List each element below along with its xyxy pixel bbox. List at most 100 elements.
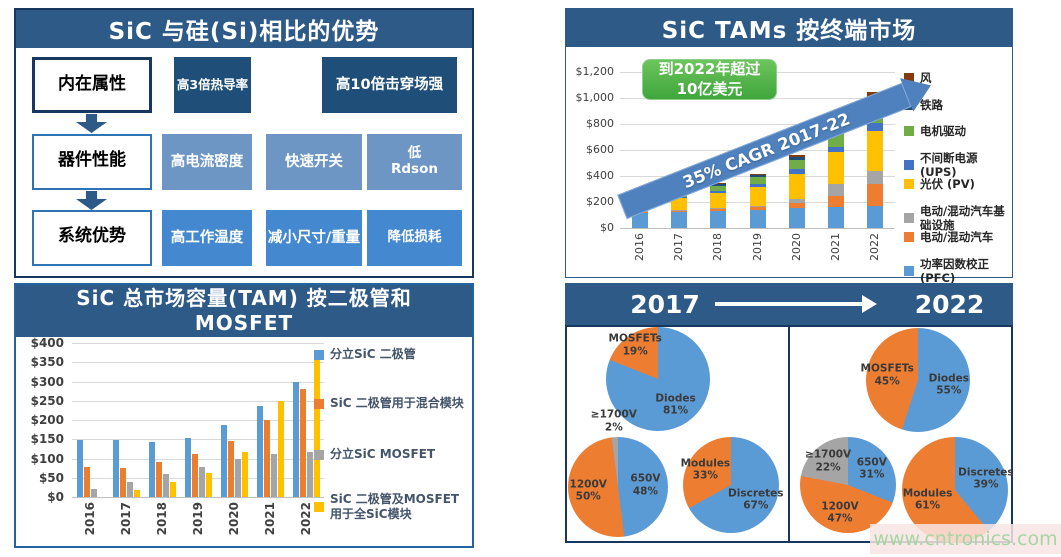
legend-item: 风 (904, 71, 932, 85)
x-tick-label: 2019 (191, 502, 205, 536)
y-tick-label: $100 (30, 451, 64, 466)
legend-item: SiC 二极管用于混合模块 (314, 396, 464, 411)
bar-segment (828, 146, 845, 152)
gridline (72, 439, 324, 441)
bar-segment (749, 177, 766, 184)
y-tick-label: $300 (30, 374, 64, 389)
legend-swatch (314, 449, 324, 460)
legend-item: SiC 二极管及MOSFET 用于全SiC模块 (314, 492, 459, 522)
bar (76, 440, 83, 497)
right-arrow-icon (715, 294, 877, 313)
advantage-box: 高3倍热导率 (174, 57, 251, 113)
panel-tam-end-market: SiC TAMs 按终端市场 到2022年超过 10亿美元 35% CAGR 2… (565, 8, 1013, 285)
bar-segment (828, 184, 845, 196)
legend-swatch (904, 73, 914, 84)
bar (126, 482, 133, 497)
pie-2017-device-type: Diodes 81% MOSFETs 19% (606, 327, 710, 431)
bar (198, 466, 205, 497)
advantage-box: 降低损耗 (367, 210, 462, 266)
x-tick-label: 2016 (632, 233, 646, 261)
bar (292, 381, 299, 497)
panel-sic-advantages: SiC 与硅(Si)相比的优势 内在属性 器件性能 系统优势 高3倍热导率 高1… (14, 8, 474, 278)
panel-tam-device: SiC 总市场容量(TAM) 按二极管和 MOSFET $0 $50 $100 $15… (14, 283, 474, 548)
pie-slice-label: Modules 61% (902, 487, 953, 512)
end-market-title: SiC TAMs 按终端市场 (566, 9, 1012, 47)
gridline (72, 400, 324, 402)
bar-segment (867, 171, 884, 185)
bar-segment (867, 184, 884, 206)
advantages-title: SiC 与硅(Si)相比的优势 (16, 10, 472, 48)
gridline (72, 477, 324, 479)
legend-label: 分立SiC MOSFET (330, 447, 436, 461)
pie-slice-label: MOSFETs 19% (608, 332, 662, 358)
bar-segment (710, 191, 727, 194)
legend-label: 不间断电源 (UPS) (920, 150, 978, 179)
legend-swatch (904, 212, 914, 223)
y-tick-label: $200 (586, 195, 614, 208)
bar-segment (867, 123, 884, 132)
pie-header-bar: 2017 2022 (565, 283, 1013, 325)
bar-segment (710, 185, 727, 192)
bar (263, 420, 270, 497)
bar-segment (828, 195, 845, 208)
legend-item: 电动/混动汽车 (904, 230, 993, 244)
bar-segment (710, 209, 727, 211)
pie-slice-label: ≥1700V 22% (805, 448, 852, 473)
bar (148, 441, 155, 497)
legend-swatch (314, 349, 324, 360)
bar-segment (828, 207, 845, 228)
legend-swatch (904, 159, 914, 170)
legend-label: 功率因数校正 (PFC) (920, 256, 989, 285)
panel-pie-comparison: 2017 2022 Diodes 81% MOSFETs 19% Diodes 55… (565, 283, 1014, 543)
chart-plot (72, 343, 324, 498)
x-tick-label: 2020 (227, 502, 241, 536)
x-tick-label: 2017 (671, 233, 685, 261)
bar-segment (788, 199, 805, 203)
bar-segment (788, 155, 805, 157)
y-tick-label: $350 (30, 355, 64, 370)
bar (191, 453, 198, 497)
bar-segment (670, 212, 687, 228)
year-left: 2017 (630, 289, 700, 319)
legend-item: 分立SiC 二极管 (314, 347, 416, 362)
bar (184, 438, 191, 497)
advantage-box: 低 Rdson (367, 134, 462, 190)
gridline (72, 420, 324, 421)
bar-segment (670, 210, 687, 211)
legend-swatch (314, 398, 324, 409)
legend-item: 电机驱动 (904, 124, 966, 138)
bar (169, 482, 176, 497)
bar-segment (788, 159, 805, 170)
y-tick-label: $800 (586, 117, 614, 130)
legend-item: 不间断电源 (UPS) (904, 151, 1012, 180)
legend-item: 电动/混动汽车基础设施 (904, 204, 1012, 233)
legend-swatch (904, 126, 914, 137)
pie-slice-label: Diodes 55% (928, 372, 970, 397)
bar (306, 451, 313, 497)
bar (277, 400, 284, 497)
x-tick-label: 2020 (789, 233, 803, 261)
gridline (72, 362, 324, 364)
legend-label: 风 (920, 71, 932, 85)
x-tick-label: 2017 (119, 502, 133, 536)
device-chart: $0 $50 $100 $150 $200 $250 $300 $350 $400 2016 201… (16, 336, 472, 546)
pie-slice-label: MOSFETs 45% (860, 362, 914, 388)
row-label-system: 系统优势 (32, 210, 152, 266)
pie-slice-label: Modules 33% (680, 457, 731, 482)
pie-2022-voltage: 650V 31% 1200V 47% ≥1700V 22% (800, 437, 896, 533)
x-tick-label: 2022 (299, 502, 313, 536)
bar-segment (710, 193, 727, 209)
pie-2022-device-type: Diodes 55% MOSFETs 45% (861, 328, 970, 432)
bar-segment (749, 183, 766, 187)
bar (270, 453, 277, 497)
bar (227, 441, 234, 497)
pie-slice-label: 1200V 47% (821, 500, 859, 525)
y-tick-label: $0 (600, 221, 614, 234)
chart-plot (620, 72, 895, 229)
y-tick-label: $250 (30, 393, 64, 408)
bar-segment (710, 208, 727, 210)
bar (162, 473, 169, 497)
vertical-divider (788, 327, 790, 541)
legend-label: 铁路 (920, 97, 943, 112)
